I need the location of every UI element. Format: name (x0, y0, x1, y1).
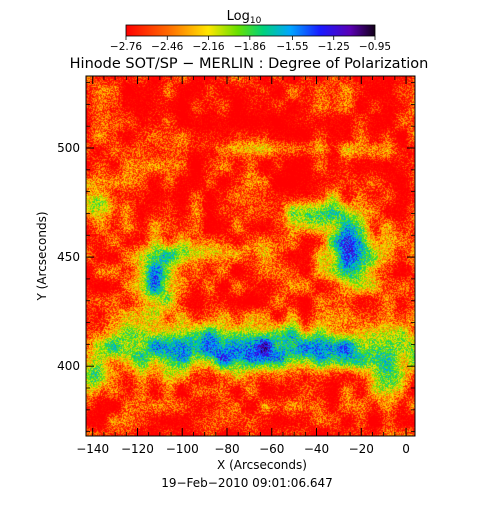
colorbar-label: Log10 (227, 9, 262, 26)
colorbar-tick-label: −1.86 (234, 41, 266, 53)
plot-frame (85, 75, 416, 437)
colorbar-tick-label: −1.25 (318, 41, 350, 53)
chart-title: Hinode SOT/SP − MERLIN : Degree of Polar… (70, 56, 429, 72)
colorbar-tick-label: −2.46 (151, 41, 183, 53)
colorbar (125, 24, 376, 37)
x-tick-label: −140 (76, 442, 109, 456)
polarization-heatmap (86, 76, 415, 436)
x-tick-label: −60 (259, 442, 284, 456)
x-tick-label: −40 (304, 442, 329, 456)
y-tick-label: 500 (57, 141, 80, 155)
x-tick-label: −100 (166, 442, 199, 456)
colorbar-tick-label: −1.55 (276, 41, 308, 53)
colorbar-tick-label: −0.95 (359, 41, 391, 53)
y-axis-ticks: 400 450 500 (57, 82, 415, 433)
x-tick-label: 0 (402, 442, 410, 456)
x-axis-ticks: −140 −120 −100 −80 −60 −40 −20 0 (76, 76, 410, 456)
y-tick-label: 450 (57, 250, 80, 264)
colorbar-tick-label: −2.16 (192, 41, 224, 53)
y-axis-label: Y (Arcseconds) (35, 211, 49, 301)
observation-date: 19−Feb−2010 09:01:06.647 (161, 476, 333, 490)
colorbar-ticks: −2.76 −2.46 −2.16 −1.86 −1.55 −1.25 −0.95 (110, 36, 391, 53)
x-tick-label: −120 (121, 442, 154, 456)
y-tick-label: 400 (57, 359, 80, 373)
colorbar-tick-label: −2.76 (110, 41, 142, 53)
x-tick-label: −80 (214, 442, 239, 456)
x-tick-label: −20 (349, 442, 374, 456)
x-axis-label: X (Arcseconds) (217, 458, 307, 472)
